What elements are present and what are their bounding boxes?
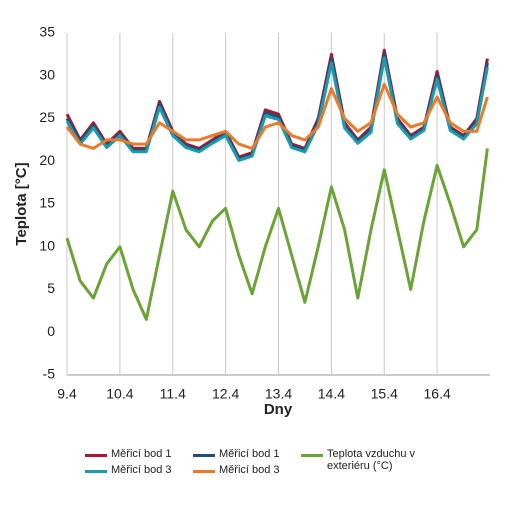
series-line — [65, 48, 489, 159]
legend-item: Měřicí bod 3 — [193, 464, 301, 476]
legend-swatch — [193, 470, 215, 473]
legend-item: Měřicí bod 1 — [193, 448, 301, 460]
legend-item: Měřicí bod 3 — [85, 464, 193, 476]
y-tick-label: 20 — [39, 152, 55, 168]
series-line — [65, 148, 489, 321]
legend: Měřicí bod 1 Měřicí bod 1 Teplota vzduchu … — [85, 448, 465, 476]
y-tick-label: 35 — [39, 24, 55, 40]
legend-item: Teplota vzduchu v exteriéru (°C) — [301, 448, 451, 476]
legend-item: Měřicí bod 1 — [85, 448, 193, 460]
y-tick-label: 15 — [39, 195, 55, 211]
legend-swatch — [301, 454, 323, 457]
series-line — [65, 82, 489, 150]
x-axis-label: Dny — [264, 401, 293, 418]
series-line — [65, 56, 489, 162]
x-tick-label: 16.4 — [424, 386, 451, 402]
legend-swatch — [193, 454, 215, 457]
legend-label: Teplota vzduchu v exteriéru (°C) — [327, 448, 416, 472]
y-tick-label: 5 — [47, 280, 55, 296]
legend-swatch — [85, 470, 107, 473]
x-tick-label: 13.4 — [265, 386, 292, 402]
y-axis-label: Teplota [°C] — [13, 162, 30, 245]
x-tick-label: 9.4 — [57, 386, 77, 402]
legend-label: Měřicí bod 1 — [111, 448, 172, 460]
chart: Teplota [°C] Dny -5 0 5 10 15 20 25 30 35 9.4 10.4… — [13, 24, 490, 418]
y-tick-label: -5 — [43, 366, 56, 382]
legend-swatch — [85, 454, 107, 457]
legend-label: Měřicí bod 3 — [111, 464, 172, 476]
x-tick-label: 12.4 — [212, 386, 239, 402]
x-tick-label: 15.4 — [371, 386, 398, 402]
x-tick-label: 11.4 — [160, 386, 186, 402]
x-tick-label: 10.4 — [106, 386, 133, 402]
legend-label: Měřicí bod 1 — [219, 448, 280, 460]
x-tick-label: 14.4 — [318, 386, 345, 402]
y-tick-label: 25 — [39, 109, 55, 125]
y-tick-label: 30 — [39, 66, 55, 82]
legend-label: Měřicí bod 3 — [219, 464, 280, 476]
y-tick-label: 0 — [47, 323, 55, 339]
y-tick-label: 10 — [39, 237, 55, 253]
